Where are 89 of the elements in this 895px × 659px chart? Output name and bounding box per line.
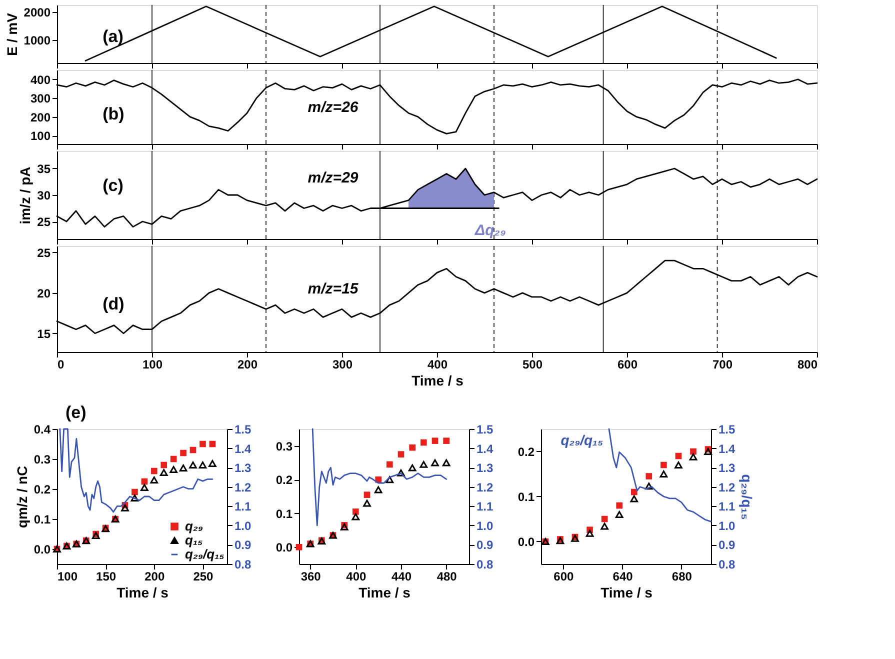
- y2-tick-label: 1.4: [718, 442, 736, 456]
- x-tick-label: 150: [96, 570, 116, 584]
- y-tick-label: 300: [30, 92, 51, 106]
- y2-tick-label: 1.3: [234, 461, 252, 476]
- y2-tick-label: 0.8: [718, 558, 736, 572]
- x-axis-title: Time / s: [600, 584, 653, 600]
- y-tick-label: 200: [30, 110, 51, 124]
- y-tick-label: 0.0: [276, 540, 293, 555]
- x-tick-label: 400: [427, 358, 448, 372]
- y-tick-label: 0.3: [34, 452, 51, 466]
- x-tick-label: 0: [58, 358, 64, 372]
- legend-label: q₂₉: [185, 518, 204, 534]
- x-tick-label: 600: [617, 358, 638, 372]
- y-axis-title: E / mV: [4, 12, 20, 56]
- annotation: Δq₂₉: [474, 222, 506, 240]
- y2-tick-label: 1.4: [476, 442, 494, 456]
- series-label: q₂₉/q₁₅: [560, 432, 604, 448]
- y2-tick-label: 1.1: [234, 500, 252, 514]
- x-tick-label: 600: [554, 570, 574, 584]
- y-tick-label: 1000: [24, 33, 51, 48]
- x-tick-label: 300: [332, 358, 353, 372]
- y2-tick-label: 1.2: [718, 480, 736, 494]
- y2-tick-label: 1.0: [234, 518, 252, 533]
- annotation: (b): [102, 104, 124, 124]
- y2-tick-label: 0.9: [476, 538, 494, 552]
- x-tick-label: 640: [612, 570, 634, 584]
- x-tick-label: 400: [346, 570, 366, 584]
- y2-tick-label: 1.2: [476, 480, 494, 494]
- y-axis-title: qm/z / nC: [14, 466, 30, 528]
- y-tick-label: 30: [37, 188, 51, 202]
- x-tick-label: 100: [142, 358, 163, 372]
- legend-label: q₁₅: [185, 532, 203, 548]
- y-tick-label: 0.1: [34, 512, 51, 526]
- y-tick-label: 25: [37, 246, 51, 260]
- x-tick-label: 250: [193, 570, 214, 584]
- y2-tick-label: 1.3: [718, 461, 736, 476]
- annotation: (a): [102, 26, 124, 46]
- y2-axis-title: q₂₉/q₁₅: [739, 474, 756, 520]
- y2-tick-label: 1.5: [718, 422, 736, 436]
- y-axis-title: im/z / pA: [17, 166, 34, 224]
- x-tick-label: 680: [672, 570, 692, 584]
- y2-tick-label: 1.3: [476, 461, 494, 476]
- y-tick-label: 20: [37, 286, 51, 300]
- x-tick-label: 500: [522, 358, 543, 372]
- y2-tick-label: 1.2: [234, 480, 252, 494]
- x-tick-label: 800: [797, 358, 818, 372]
- y-tick-label: 0.1: [518, 490, 535, 504]
- x-axis-title: Time / s: [412, 372, 464, 388]
- y-tick-label: 400: [30, 72, 51, 87]
- annotation: m/z=26: [308, 99, 359, 116]
- y2-tick-label: 1.5: [234, 422, 252, 436]
- x-tick-label: 200: [144, 570, 165, 584]
- y-tick-label: 25: [37, 215, 51, 230]
- x-tick-label: 100: [58, 570, 78, 584]
- x-axis-title: Time / s: [116, 584, 169, 600]
- annotation: (d): [102, 294, 124, 314]
- y-tick-label: 2000: [24, 5, 51, 20]
- y-tick-label: 0.2: [518, 445, 535, 459]
- annotation: m/z=15: [308, 280, 359, 298]
- y-tick-label: 0.0: [34, 542, 51, 556]
- x-tick-label: 200: [237, 358, 258, 372]
- y2-tick-label: 1.0: [476, 518, 494, 533]
- y2-tick-label: 0.9: [718, 538, 736, 552]
- y-tick-label: 100: [30, 129, 51, 144]
- y2-tick-label: 1.4: [234, 442, 252, 456]
- y2-tick-label: 1.1: [718, 500, 736, 514]
- y2-tick-label: 1.0: [718, 518, 736, 533]
- y-tick-label: 0.4: [34, 422, 51, 436]
- y-tick-label: 0.2: [34, 482, 51, 496]
- y2-tick-label: 1.1: [476, 500, 494, 514]
- x-tick-label: 360: [300, 570, 322, 584]
- y-tick-label: 0.3: [276, 439, 293, 454]
- x-tick-label: 700: [712, 358, 733, 372]
- y2-tick-label: 0.9: [234, 538, 252, 552]
- y-tick-label: 0.2: [276, 473, 293, 488]
- text: (e): [66, 402, 86, 422]
- legend-label: q₂₉/q₁₅: [185, 546, 224, 562]
- y-tick-label: 15: [37, 326, 51, 341]
- y2-tick-label: 0.8: [234, 558, 252, 572]
- y2-tick-label: 1.5: [476, 422, 494, 436]
- x-tick-label: 480: [436, 570, 458, 584]
- y2-tick-label: 0.8: [476, 558, 494, 572]
- annotation: m/z=29: [308, 169, 359, 186]
- x-axis-title: Time / s: [358, 584, 411, 600]
- x-tick-label: 440: [391, 570, 412, 584]
- y-tick-label: 35: [37, 162, 51, 176]
- y-tick-label: 0.0: [518, 535, 535, 549]
- y-tick-label: 0.1: [276, 506, 293, 521]
- annotation: (c): [102, 176, 124, 196]
